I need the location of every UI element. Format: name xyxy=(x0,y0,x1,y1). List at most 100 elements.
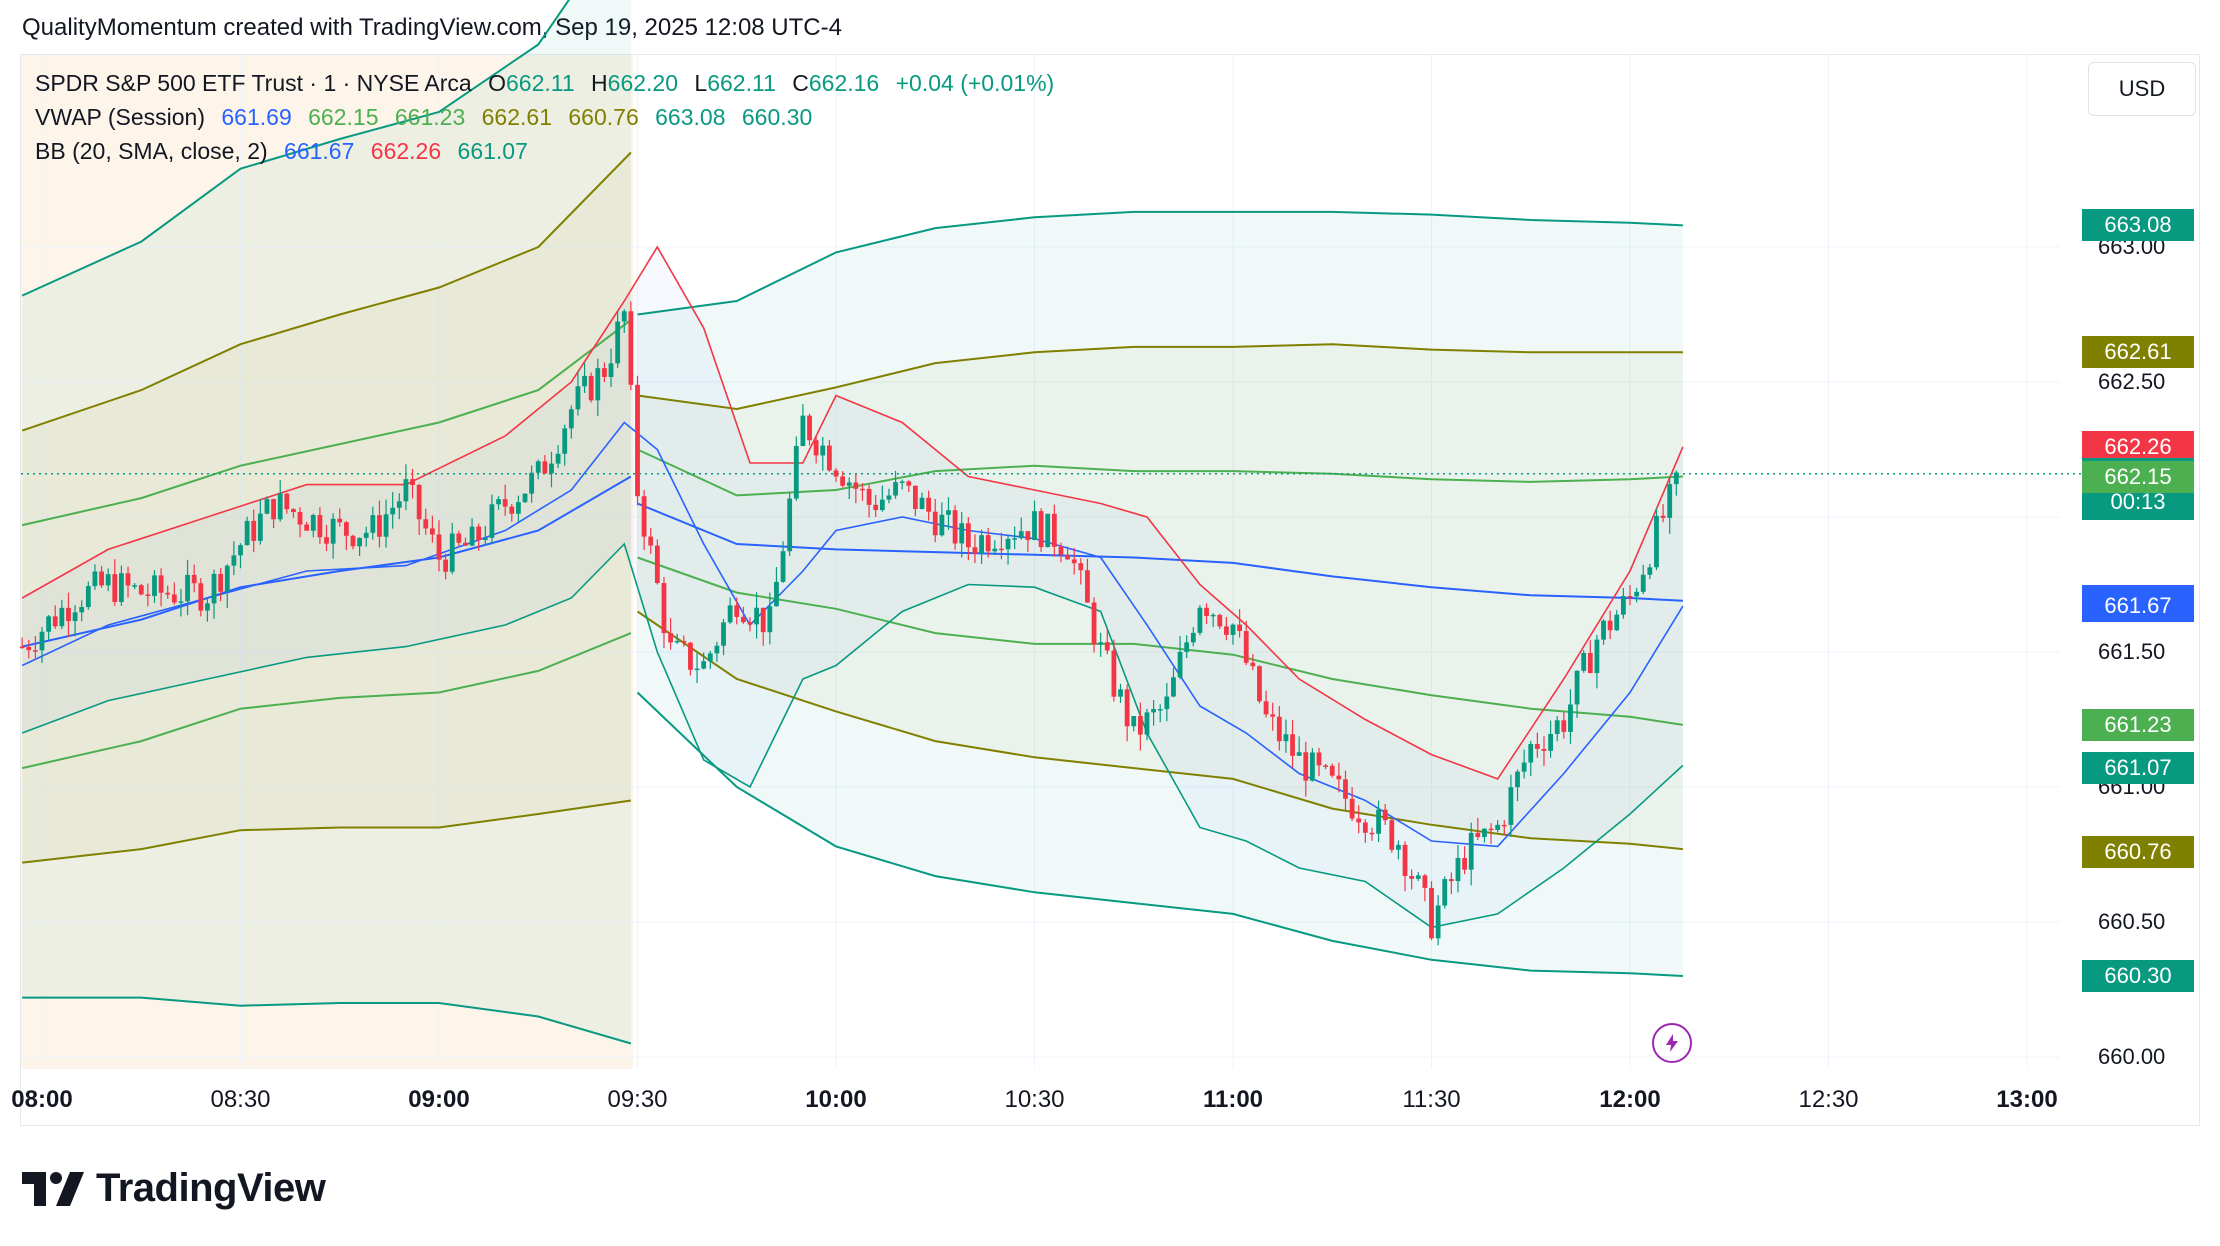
candle-body xyxy=(932,511,938,536)
candle-body xyxy=(1137,715,1143,735)
price-axis-label: 662.15 xyxy=(2082,460,2194,493)
candle-body xyxy=(231,555,237,566)
candle-body xyxy=(99,571,104,586)
currency-button[interactable]: USD xyxy=(2088,62,2196,116)
candle-body xyxy=(959,523,965,544)
candle-body xyxy=(297,512,303,525)
candle-body xyxy=(1065,554,1070,560)
candle-body xyxy=(1594,639,1600,674)
candle-body xyxy=(952,510,958,544)
candle-body xyxy=(1402,844,1408,876)
candle-body xyxy=(224,565,230,592)
candle-body xyxy=(1085,570,1090,603)
candle-body xyxy=(694,668,700,671)
vwap-upper-band-3 xyxy=(637,210,1683,316)
candle-body xyxy=(178,601,184,603)
candle-body xyxy=(1640,574,1646,592)
chart-frame[interactable] xyxy=(20,54,2200,1126)
candle-body xyxy=(965,523,971,548)
candle-body xyxy=(873,504,879,511)
candle-body xyxy=(1534,743,1540,749)
close-label: C xyxy=(792,70,809,96)
candle-body xyxy=(1574,670,1580,705)
candle-body xyxy=(1349,798,1355,819)
candle-body xyxy=(1329,765,1335,776)
price-axis-label: 660.76 xyxy=(2082,835,2194,868)
candle-body xyxy=(522,493,528,503)
candle-body xyxy=(1389,820,1395,850)
candle-body xyxy=(1230,624,1236,635)
candle-body xyxy=(377,515,382,537)
x-axis-tick: 08:30 xyxy=(210,1086,271,1113)
candle-body xyxy=(813,440,819,456)
vwap-line xyxy=(637,502,1683,602)
candle-body xyxy=(820,445,826,456)
candle-body xyxy=(410,479,415,485)
price-axis-label: 662.26 xyxy=(2082,430,2194,463)
candle-body xyxy=(509,506,515,514)
candle-body xyxy=(152,575,157,596)
vwap-band-fill xyxy=(22,0,631,1044)
candle-body xyxy=(1548,733,1553,751)
candle-body xyxy=(1164,696,1170,710)
candle-body xyxy=(1210,614,1216,617)
candle-body xyxy=(899,481,905,483)
vwap-lower2-value: 660.76 xyxy=(568,104,639,130)
candle-body xyxy=(1204,607,1209,616)
candle-body xyxy=(1098,642,1104,645)
candle-body xyxy=(1197,607,1203,633)
candle-body xyxy=(59,607,65,627)
candle-body xyxy=(549,463,554,474)
candle-body xyxy=(390,507,396,515)
candle-body xyxy=(535,461,541,473)
candle-body xyxy=(1356,818,1362,823)
candle-body xyxy=(1310,752,1315,781)
candle-body xyxy=(853,482,859,489)
candle-body xyxy=(489,504,495,538)
candle-body xyxy=(1217,614,1223,627)
candle-body xyxy=(436,534,442,560)
candle-body xyxy=(1223,626,1229,635)
candle-body xyxy=(826,445,832,471)
vwap-value: 661.69 xyxy=(221,104,292,130)
change-value: +0.04 (+0.01%) xyxy=(895,70,1055,96)
x-axis-tick: 11:30 xyxy=(1402,1086,1461,1113)
vwap-lower-band-2 xyxy=(636,610,1684,851)
candle-body xyxy=(19,646,25,649)
candle-body xyxy=(1263,701,1269,715)
vwap-lower-band-2 xyxy=(22,799,632,864)
candle-body xyxy=(1250,662,1256,667)
candle-body xyxy=(357,537,362,547)
candle-body xyxy=(238,545,243,556)
candle-body xyxy=(568,409,574,429)
legend-vwap-row[interactable]: VWAP (Session) 661.69 662.15 661.23 662.… xyxy=(35,104,822,131)
x-axis-tick: 10:30 xyxy=(1004,1086,1065,1113)
price-axis-label: 660.30 xyxy=(2082,960,2194,992)
candle-body xyxy=(244,520,250,546)
vwap-lower1-value: 661.23 xyxy=(394,104,466,130)
candle-body xyxy=(1270,714,1276,717)
candle-body xyxy=(1303,752,1309,781)
chart-caption: QualityMomentum created with TradingView… xyxy=(22,14,842,41)
y-axis-tick: 660.00 xyxy=(2098,1044,2166,1069)
candle-body xyxy=(800,415,806,447)
candle-body xyxy=(714,645,720,654)
vwap-band-fill xyxy=(637,211,1683,976)
candle-body xyxy=(1581,652,1587,671)
candle-body xyxy=(913,485,918,509)
lightning-icon[interactable] xyxy=(1652,1023,1692,1063)
candle-body xyxy=(1429,887,1434,939)
candle-body xyxy=(807,415,812,441)
candle-body xyxy=(449,533,455,572)
candle-body xyxy=(1396,844,1401,850)
candle-body xyxy=(635,384,640,497)
legend-bb-row[interactable]: BB (20, SMA, close, 2) 661.67 662.26 661… xyxy=(35,138,538,165)
candle-body xyxy=(211,573,217,604)
vwap-lower-band-1 xyxy=(637,556,1684,726)
candle-body xyxy=(893,482,898,496)
candle-body xyxy=(1468,832,1474,870)
candle-body xyxy=(1627,596,1633,598)
candle-body xyxy=(1045,513,1051,548)
x-axis-tick: 10:00 xyxy=(805,1086,867,1113)
